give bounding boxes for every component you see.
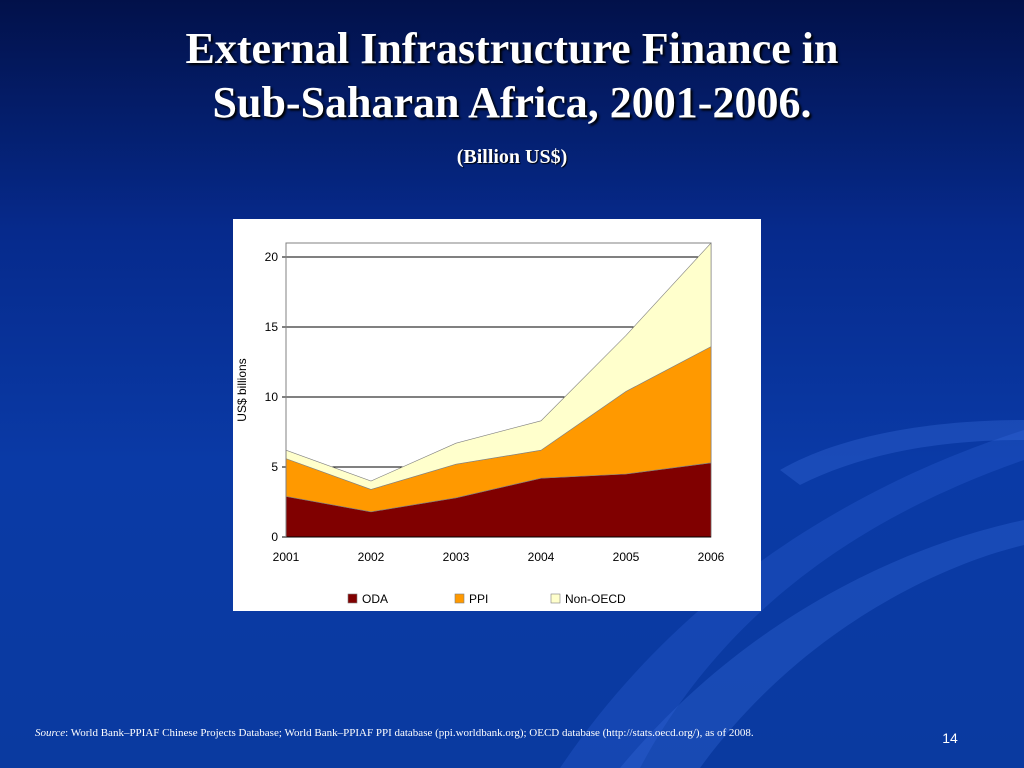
x-tick-label: 2004 [528,550,555,564]
legend-label: PPI [469,592,488,606]
title-line-2: Sub-Saharan Africa, 2001-2006. [212,78,812,127]
source-label: Source [35,727,66,739]
legend-swatch-ppi [454,593,465,604]
legend: ODA PPI Non-OECD [347,592,626,606]
legend-label: Non-OECD [565,592,626,606]
x-tick-label: 2002 [358,550,385,564]
area-non-oecd [285,242,712,490]
x-tick-label: 2006 [698,550,725,564]
slide-title: External Infrastructure Finance in Sub-S… [0,22,1024,130]
x-tick-label: 2005 [613,550,640,564]
x-tick-label: 2001 [273,550,300,564]
slide-subtitle: (Billion US$) [456,146,568,168]
y-tick-label: 5 [271,460,278,474]
x-tick-label: 2003 [443,550,470,564]
y-tick-label: 15 [265,320,279,334]
title-line-1: External Infrastructure Finance in [185,24,839,73]
y-tick-label: 0 [271,530,278,544]
legend-swatch-non-oecd [550,593,561,604]
chart-container: 0 5 10 15 20 2001 2002 2003 2004 2005 2006 US$ bill… [233,219,761,611]
legend-label: ODA [362,592,388,606]
y-tick-label: 20 [265,250,279,264]
axis-layer: 0 5 10 15 20 2001 2002 2003 2004 2005 2006 US$ bill… [235,243,725,564]
y-tick-label: 10 [265,390,279,404]
area-chart: 0 5 10 15 20 2001 2002 2003 2004 2005 2006 US$ bill… [235,242,725,606]
page-number: 14 [942,730,958,746]
y-axis-label: US$ billions [235,358,249,421]
source-text: : World Bank–PPIAF Chinese Projects Data… [65,727,754,739]
source-note: Source: World Bank–PPIAF Chinese Project… [35,727,915,739]
legend-swatch-oda [347,593,358,604]
